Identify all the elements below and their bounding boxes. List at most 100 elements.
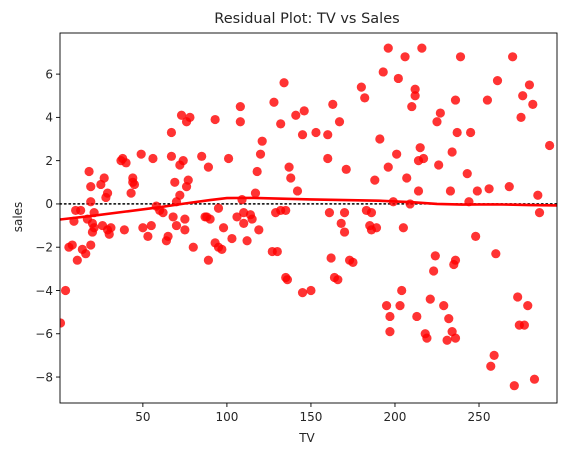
data-point bbox=[180, 214, 190, 224]
y-tick-label: 0 bbox=[45, 197, 53, 211]
data-point bbox=[323, 153, 333, 164]
data-point bbox=[400, 52, 410, 62]
data-point bbox=[223, 153, 234, 164]
data-point bbox=[402, 173, 412, 183]
data-point bbox=[445, 186, 456, 196]
data-point bbox=[242, 236, 252, 246]
data-point bbox=[528, 99, 538, 110]
data-point bbox=[519, 320, 529, 330]
y-tick-label: −4 bbox=[35, 284, 53, 298]
data-point bbox=[213, 203, 224, 213]
x-tick-label: 250 bbox=[468, 410, 491, 424]
data-point bbox=[129, 179, 140, 190]
data-point bbox=[254, 225, 264, 235]
lowess-trend-line bbox=[60, 196, 557, 221]
data-point bbox=[171, 220, 182, 231]
data-point bbox=[121, 158, 131, 168]
data-point bbox=[166, 127, 177, 138]
data-point bbox=[348, 257, 358, 267]
data-point bbox=[252, 166, 262, 177]
data-point bbox=[434, 160, 444, 170]
data-point bbox=[513, 292, 523, 302]
data-point bbox=[284, 162, 294, 172]
x-tick-label: 200 bbox=[384, 410, 407, 424]
data-point bbox=[418, 153, 429, 164]
data-point bbox=[442, 335, 452, 345]
x-axis-ticks: 50 100 150 200 250 bbox=[135, 403, 490, 424]
data-point bbox=[492, 76, 503, 86]
data-point bbox=[410, 91, 420, 101]
data-point bbox=[516, 112, 526, 122]
data-point bbox=[81, 249, 91, 259]
data-point bbox=[72, 255, 82, 265]
data-point bbox=[217, 244, 227, 254]
data-point bbox=[126, 188, 136, 198]
data-point bbox=[106, 223, 116, 233]
data-point bbox=[435, 108, 445, 118]
data-point bbox=[255, 149, 266, 159]
data-point bbox=[518, 91, 528, 101]
data-point bbox=[444, 314, 454, 324]
data-point bbox=[383, 162, 393, 172]
data-point bbox=[146, 220, 156, 231]
data-point bbox=[333, 275, 343, 285]
data-point bbox=[176, 110, 187, 120]
lowess-line-layer bbox=[60, 196, 557, 221]
data-point bbox=[508, 52, 518, 62]
data-point bbox=[272, 246, 282, 257]
scatter-points bbox=[60, 43, 555, 391]
y-tick-label: −6 bbox=[35, 327, 53, 341]
data-point bbox=[232, 212, 242, 222]
data-point bbox=[239, 218, 249, 229]
data-point bbox=[67, 240, 77, 250]
data-point bbox=[524, 80, 535, 90]
data-point bbox=[282, 275, 293, 285]
y-tick-label: 4 bbox=[45, 111, 53, 125]
data-point bbox=[356, 82, 366, 92]
data-point bbox=[398, 223, 408, 233]
data-point bbox=[86, 182, 96, 192]
data-point bbox=[210, 114, 220, 125]
y-tick-label: −2 bbox=[35, 241, 53, 255]
x-tick-label: 150 bbox=[299, 410, 322, 424]
y-tick-label: 6 bbox=[45, 67, 53, 81]
data-point bbox=[89, 223, 99, 233]
data-point bbox=[370, 175, 380, 185]
data-point bbox=[136, 149, 146, 159]
data-point bbox=[235, 101, 245, 112]
data-point bbox=[326, 253, 336, 263]
plot-background bbox=[60, 33, 557, 403]
y-tick-label: −8 bbox=[35, 370, 53, 384]
data-point bbox=[439, 301, 449, 311]
data-point bbox=[385, 311, 395, 322]
data-point bbox=[375, 134, 385, 144]
data-point bbox=[183, 175, 193, 185]
data-point bbox=[397, 285, 407, 296]
data-point bbox=[486, 361, 496, 371]
data-point bbox=[60, 318, 66, 328]
data-point bbox=[415, 143, 425, 153]
plot-frame bbox=[59, 32, 558, 404]
data-point bbox=[339, 227, 350, 237]
data-point bbox=[203, 255, 214, 265]
data-point bbox=[84, 166, 94, 177]
data-point bbox=[60, 285, 71, 296]
data-point bbox=[324, 207, 335, 218]
data-point bbox=[407, 101, 417, 112]
data-point bbox=[311, 127, 321, 138]
data-point bbox=[455, 52, 466, 62]
data-point bbox=[180, 225, 190, 235]
data-point bbox=[417, 43, 427, 53]
data-point bbox=[297, 130, 308, 140]
data-point bbox=[175, 190, 185, 200]
data-point bbox=[86, 240, 96, 250]
data-point bbox=[247, 214, 257, 224]
data-point bbox=[412, 311, 422, 322]
data-point bbox=[381, 301, 392, 311]
data-point bbox=[366, 207, 377, 218]
data-point bbox=[269, 97, 279, 107]
data-point bbox=[472, 186, 482, 196]
data-point bbox=[410, 84, 420, 94]
data-point bbox=[466, 127, 476, 138]
